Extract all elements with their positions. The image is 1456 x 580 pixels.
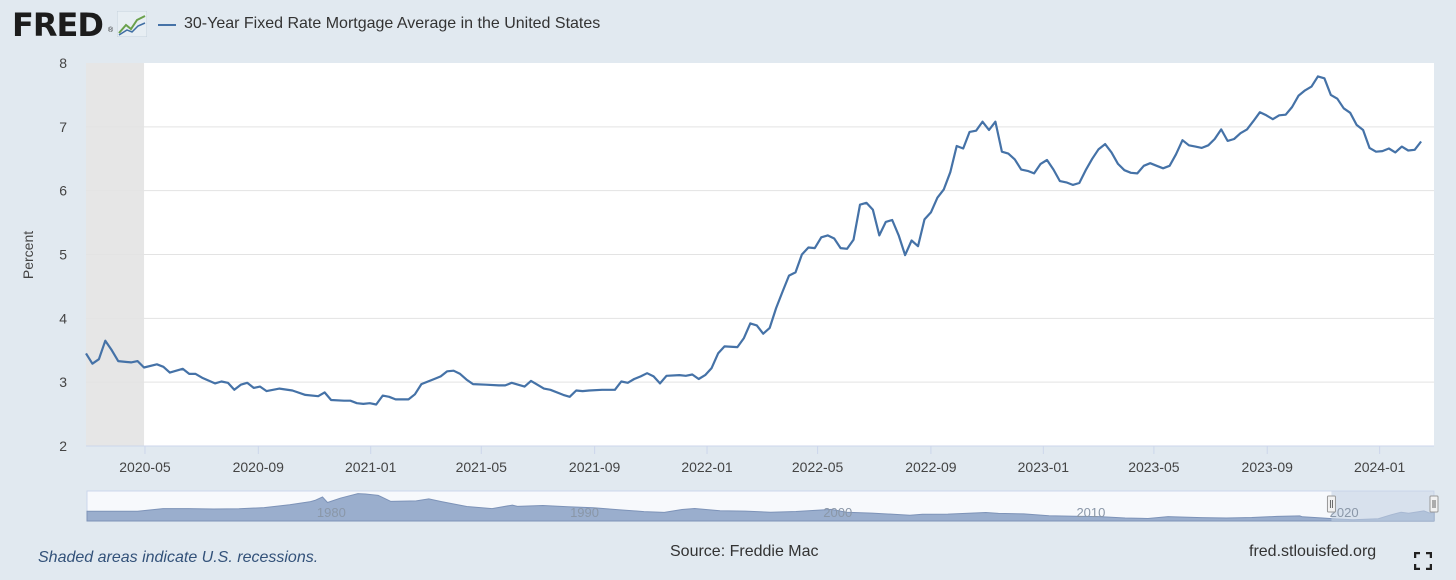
range-navigator[interactable]: 1980 1990 2000 2010 2020 bbox=[86, 490, 1439, 522]
navigator-area bbox=[86, 493, 1435, 522]
y-tick-label: 4 bbox=[59, 310, 67, 326]
x-tick-label: 2023-01 bbox=[1018, 459, 1070, 475]
navigator-year-label: 2000 bbox=[823, 505, 852, 520]
x-tick-label: 2022-01 bbox=[681, 459, 733, 475]
series-legend-title[interactable]: 30-Year Fixed Rate Mortgage Average in t… bbox=[184, 15, 601, 32]
x-tick-label: 2021-09 bbox=[569, 459, 621, 475]
y-tick-label: 8 bbox=[59, 55, 67, 71]
navigator-handle-grip bbox=[1326, 495, 1336, 513]
x-tick-label: 2023-09 bbox=[1242, 459, 1294, 475]
y-tick-label: 7 bbox=[59, 119, 67, 135]
x-tick-label: 2022-09 bbox=[905, 459, 957, 475]
y-tick-label: 6 bbox=[59, 183, 67, 199]
fullscreen-icon[interactable] bbox=[1414, 552, 1432, 570]
legend-swatch bbox=[158, 24, 176, 26]
chart-header: FRED ® 30-Year Fixed Rate Mortgage Avera… bbox=[0, 0, 1456, 50]
navigator-handle-grip bbox=[1429, 495, 1439, 513]
navigator-year-label: 2020 bbox=[1330, 505, 1359, 520]
fred-logo[interactable]: FRED bbox=[12, 6, 104, 44]
y-tick-label: 3 bbox=[59, 374, 67, 390]
navigator-handle[interactable] bbox=[1429, 495, 1439, 513]
navigator-handle[interactable] bbox=[1326, 495, 1336, 513]
source-text: Source: Freddie Mac bbox=[670, 543, 819, 560]
y-axis-label: Percent bbox=[20, 231, 36, 279]
registered-mark: ® bbox=[108, 27, 114, 34]
x-tick-label: 2020-09 bbox=[233, 459, 285, 475]
plot-area: 2 3 4 5 6 7 8 Percent 2020-05 2020-09 2021-01 2021-… bbox=[20, 55, 1434, 475]
navigator-year-label: 1990 bbox=[570, 505, 599, 520]
navigator-selection bbox=[1331, 491, 1434, 521]
x-tick-label: 2020-05 bbox=[119, 459, 171, 475]
x-tick-label: 2021-01 bbox=[345, 459, 397, 475]
navigator-year-label: 1980 bbox=[317, 505, 346, 520]
x-tick-label: 2021-05 bbox=[456, 459, 508, 475]
recession-note: Shaded areas indicate U.S. recessions. bbox=[38, 549, 319, 566]
x-tick-label: 2023-05 bbox=[1128, 459, 1180, 475]
line-chart[interactable]: 2 3 4 5 6 7 8 Percent 2020-05 2020-09 2021-01 2021-… bbox=[0, 40, 1456, 530]
y-tick-label: 5 bbox=[59, 247, 67, 263]
x-tick-label: 2022-05 bbox=[792, 459, 844, 475]
y-tick-label: 2 bbox=[59, 438, 67, 454]
x-tick-label: 2024-01 bbox=[1354, 459, 1406, 475]
trend-chart-icon bbox=[117, 11, 147, 37]
fred-url-link[interactable]: fred.stlouisfed.org bbox=[1249, 543, 1377, 560]
navigator-year-label: 2010 bbox=[1076, 505, 1105, 520]
series-line bbox=[85, 75, 1422, 406]
